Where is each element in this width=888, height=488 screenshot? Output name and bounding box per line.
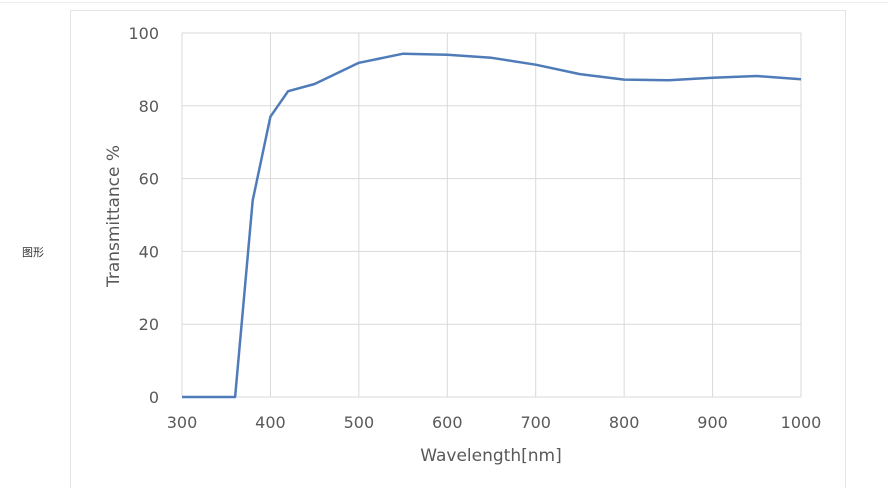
data-point bbox=[358, 62, 360, 64]
y-tick-label: 100 bbox=[128, 24, 159, 43]
chart-grid bbox=[181, 32, 802, 398]
data-point bbox=[711, 77, 713, 79]
data-point bbox=[446, 54, 448, 56]
y-axis-label: Transmittance % bbox=[104, 145, 124, 288]
data-point bbox=[667, 79, 669, 81]
x-tick-label: 800 bbox=[609, 413, 640, 432]
series-line bbox=[182, 52, 802, 399]
data-point bbox=[269, 116, 271, 118]
data-point bbox=[579, 73, 581, 75]
x-tick-labels: 300 400 500 600 700 800 900 1000 bbox=[167, 413, 822, 432]
data-point bbox=[535, 63, 537, 65]
data-point bbox=[252, 199, 254, 201]
data-point bbox=[490, 57, 492, 59]
x-tick-label: 300 bbox=[167, 413, 198, 432]
data-point bbox=[181, 396, 183, 398]
y-tick-label: 0 bbox=[149, 388, 159, 407]
x-tick-label: 1000 bbox=[781, 413, 822, 432]
x-tick-label: 700 bbox=[520, 413, 551, 432]
y-tick-label: 20 bbox=[139, 315, 159, 334]
data-point bbox=[402, 53, 404, 55]
y-tick-label: 80 bbox=[139, 97, 159, 116]
series-points bbox=[181, 53, 802, 399]
y-tick-labels: 0 20 40 60 80 100 bbox=[128, 24, 159, 407]
x-tick-label: 500 bbox=[344, 413, 375, 432]
top-divider bbox=[0, 2, 888, 3]
x-axis-label: Wavelength[nm] bbox=[420, 446, 561, 466]
y-tick-label: 60 bbox=[139, 170, 159, 189]
x-tick-label: 400 bbox=[255, 413, 286, 432]
data-point bbox=[313, 83, 315, 85]
chart-frame bbox=[70, 10, 846, 488]
data-point bbox=[287, 90, 289, 92]
side-label: 图形 bbox=[22, 246, 44, 259]
y-tick-label: 40 bbox=[139, 242, 159, 261]
x-tick-label: 900 bbox=[697, 413, 728, 432]
data-point bbox=[234, 396, 236, 398]
data-point bbox=[756, 75, 758, 77]
x-tick-label: 600 bbox=[432, 413, 463, 432]
data-point bbox=[800, 78, 802, 80]
data-point bbox=[623, 78, 625, 80]
